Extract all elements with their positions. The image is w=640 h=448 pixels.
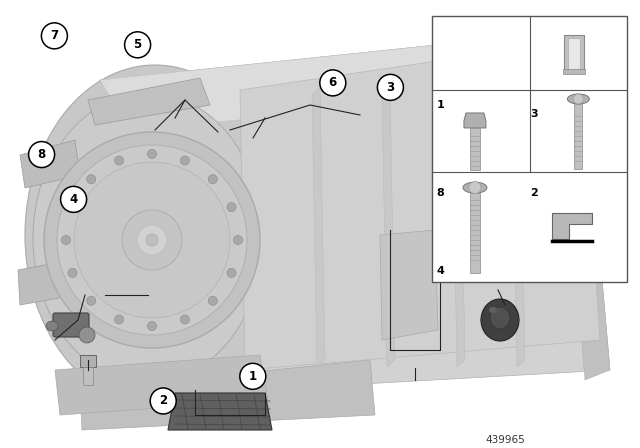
Text: 3: 3 [387, 81, 394, 94]
Polygon shape [100, 30, 580, 130]
Circle shape [68, 202, 77, 211]
Bar [568, 38, 580, 70]
Text: 7: 7 [51, 29, 58, 43]
Ellipse shape [463, 182, 487, 193]
Polygon shape [464, 113, 486, 128]
Circle shape [61, 186, 86, 212]
Ellipse shape [490, 307, 510, 329]
Circle shape [378, 74, 403, 100]
Circle shape [147, 150, 157, 159]
Text: 6: 6 [329, 76, 337, 90]
Bar [470, 193, 480, 273]
Polygon shape [240, 40, 600, 370]
Text: 5: 5 [134, 38, 141, 52]
Bar [80, 355, 96, 367]
Circle shape [86, 296, 96, 305]
Polygon shape [380, 230, 438, 340]
Polygon shape [452, 88, 465, 367]
Circle shape [74, 162, 230, 318]
Polygon shape [512, 88, 525, 367]
Circle shape [234, 236, 243, 245]
Circle shape [227, 268, 236, 277]
Circle shape [86, 175, 96, 184]
Circle shape [137, 225, 167, 255]
Circle shape [573, 94, 584, 104]
Bar [470, 128, 480, 170]
Circle shape [147, 322, 157, 331]
Text: 4: 4 [436, 266, 444, 276]
Polygon shape [20, 140, 80, 188]
Text: 2: 2 [159, 394, 167, 408]
Circle shape [115, 156, 124, 165]
Polygon shape [550, 40, 625, 195]
Ellipse shape [33, 93, 263, 383]
Ellipse shape [46, 321, 58, 331]
Circle shape [227, 202, 236, 211]
Text: 3: 3 [531, 109, 538, 119]
Text: 4: 4 [70, 193, 77, 206]
Polygon shape [560, 30, 610, 380]
Text: 439965: 439965 [485, 435, 525, 445]
Circle shape [320, 70, 346, 96]
Ellipse shape [25, 65, 285, 405]
Polygon shape [552, 213, 593, 239]
Bar [432, 16, 627, 282]
Polygon shape [55, 355, 268, 415]
Ellipse shape [481, 299, 519, 341]
Ellipse shape [568, 43, 623, 78]
Text: 8: 8 [436, 188, 444, 198]
Circle shape [146, 234, 158, 246]
Circle shape [29, 142, 54, 168]
Text: 2: 2 [531, 188, 538, 198]
Polygon shape [168, 393, 272, 430]
Circle shape [208, 296, 218, 305]
FancyBboxPatch shape [53, 313, 89, 337]
Circle shape [57, 145, 247, 335]
Polygon shape [80, 30, 610, 400]
Circle shape [208, 175, 218, 184]
Circle shape [79, 327, 95, 343]
Polygon shape [88, 78, 210, 125]
Polygon shape [80, 360, 375, 430]
Ellipse shape [489, 307, 497, 313]
Bar [575, 104, 582, 169]
Circle shape [61, 236, 70, 245]
Circle shape [469, 181, 481, 194]
Bar [564, 35, 584, 73]
Circle shape [150, 388, 176, 414]
Circle shape [115, 315, 124, 324]
Circle shape [125, 32, 150, 58]
Circle shape [180, 315, 189, 324]
Circle shape [44, 132, 260, 348]
Polygon shape [18, 260, 75, 305]
Bar [563, 69, 586, 74]
Ellipse shape [568, 94, 589, 104]
Circle shape [42, 23, 67, 49]
Circle shape [180, 156, 189, 165]
Bar [83, 367, 93, 385]
Circle shape [122, 210, 182, 270]
Polygon shape [382, 88, 395, 367]
Circle shape [68, 268, 77, 277]
Text: 1: 1 [436, 100, 444, 110]
Text: 1: 1 [249, 370, 257, 383]
Text: 8: 8 [38, 148, 45, 161]
Circle shape [240, 363, 266, 389]
Polygon shape [312, 88, 325, 367]
